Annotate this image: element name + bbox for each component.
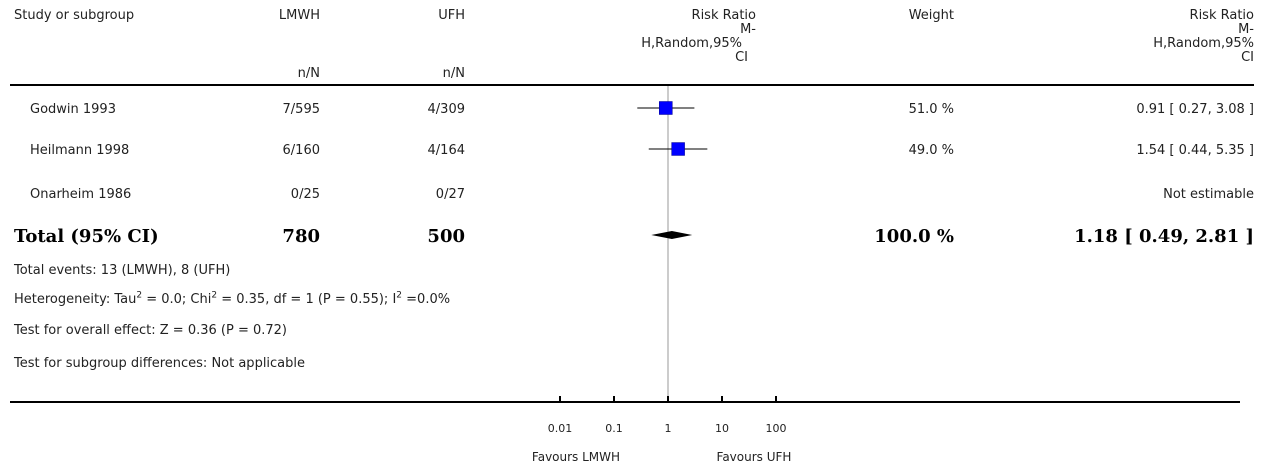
- header-rule: [10, 84, 1254, 86]
- header-effect-line1: Risk Ratio: [691, 8, 756, 23]
- header-group2: UFH: [438, 8, 465, 23]
- weight-value: 51.0 %: [908, 102, 954, 117]
- total-ufh: 500: [427, 226, 465, 247]
- x-tick-label: 0.01: [548, 422, 573, 435]
- ufh-count: 4/164: [427, 143, 465, 158]
- x-tick-label: 10: [715, 422, 729, 435]
- pooled-diamond: [651, 231, 693, 239]
- study-marker: [671, 142, 685, 156]
- header-effect2-line4: CI: [1241, 50, 1254, 65]
- weight-value: 49.0 %: [908, 143, 954, 158]
- header-effect-line4: CI: [735, 50, 748, 65]
- lmwh-count: 6/160: [282, 143, 320, 158]
- study-name: Heilmann 1998: [30, 143, 130, 158]
- x-tick-label: 0.1: [605, 422, 623, 435]
- total-ci-text: 1.18 [ 0.49, 2.81 ]: [1074, 226, 1254, 247]
- study-name: Onarheim 1986: [30, 187, 132, 202]
- header-effect2-line1: Risk Ratio: [1189, 8, 1254, 23]
- lmwh-count: 0/25: [290, 187, 320, 202]
- x-tick-label: 1: [665, 422, 672, 435]
- header-study: Study or subgroup: [14, 8, 135, 23]
- favours-right-label: Favours UFH: [716, 450, 792, 464]
- footnote-overall-effect: Test for overall effect: Z = 0.36 (P = 0…: [14, 323, 287, 338]
- ci-text: 1.54 [ 0.44, 5.35 ]: [1136, 143, 1254, 158]
- total-lmwh: 780: [282, 226, 320, 247]
- study-marker: [659, 101, 673, 115]
- ci-text: Not estimable: [1163, 187, 1254, 202]
- header-group2-sub: n/N: [442, 66, 465, 81]
- total-weight: 100.0 %: [874, 226, 954, 247]
- x-tick-label: 100: [766, 422, 787, 435]
- header-weight: Weight: [908, 8, 954, 23]
- ci-text: 0.91 [ 0.27, 3.08 ]: [1136, 102, 1254, 117]
- header-effect-line3: H,Random,95%: [641, 36, 742, 51]
- favours-left-label: Favours LMWH: [531, 450, 621, 464]
- header-group1: LMWH: [278, 8, 320, 23]
- ufh-count: 4/309: [427, 102, 465, 117]
- lmwh-count: 7/595: [282, 102, 320, 117]
- footnote-subgroup: Test for subgroup differences: Not appli…: [14, 356, 306, 371]
- footnote-events: Total events: 13 (LMWH), 8 (UFH): [14, 263, 231, 278]
- footnote-heterogeneity: Heterogeneity: Tau2 = 0.0; Chi2 = 0.35, …: [14, 290, 451, 307]
- total-label: Total (95% CI): [14, 226, 159, 247]
- header-group1-sub: n/N: [297, 66, 320, 81]
- ufh-count: 0/27: [435, 187, 465, 202]
- header-effect2-line3: H,Random,95%: [1153, 36, 1254, 51]
- header-effect2-line2: M-: [1238, 22, 1254, 37]
- header-effect-line2: M-: [740, 22, 756, 37]
- study-name: Godwin 1993: [30, 102, 116, 117]
